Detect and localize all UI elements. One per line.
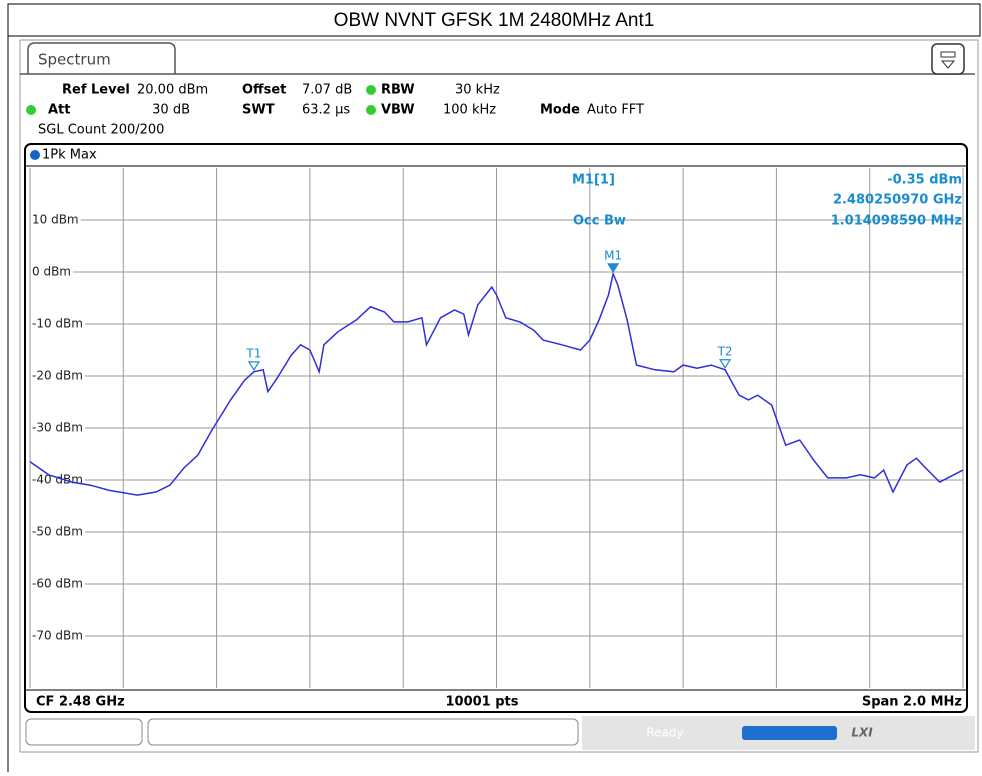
- status-dot: [366, 105, 376, 115]
- readout-level: -0.35 dBm: [887, 173, 962, 188]
- trace-label: 1Pk Max: [42, 148, 97, 163]
- y-tick-label: -50 dBm: [32, 525, 83, 539]
- marker-label: M1: [604, 248, 622, 262]
- y-tick-label: -70 dBm: [32, 629, 83, 643]
- marker: [607, 263, 620, 273]
- plot: 10 dBm 0 dBm -10 dBm -20 dBm -30 dBm -40 dBm -…: [29, 168, 964, 688]
- y-tick-label: 0 dBm: [32, 265, 71, 279]
- tab-label[interactable]: Spectrum: [38, 51, 111, 69]
- setting-value: 63.2 µs: [302, 103, 350, 118]
- y-tick-label: -40 dBm: [32, 473, 83, 487]
- marker-label: T2: [717, 344, 733, 358]
- setting-label: RBW: [381, 83, 415, 98]
- y-tick-label: -60 dBm: [32, 577, 83, 591]
- readout-occ-bw: 1.014098590 MHz: [831, 214, 962, 229]
- setting-value: 30 dB: [152, 103, 190, 118]
- setting-value: 7.07 dB: [302, 83, 352, 98]
- logo: LXI: [851, 726, 873, 740]
- status-text: Ready: [646, 726, 683, 740]
- marker-label: T1: [245, 346, 261, 360]
- sgl-count: SGL Count 200/200: [38, 123, 164, 138]
- setting-value: 30 kHz: [455, 83, 500, 98]
- setting-label: Mode: [540, 103, 580, 118]
- progress-bar: [742, 726, 837, 740]
- setting-label: Offset: [242, 83, 286, 98]
- footer-cf: CF 2.48 GHz: [36, 695, 125, 710]
- setting-value: 100 kHz: [443, 103, 496, 118]
- menu-icon[interactable]: [931, 43, 965, 75]
- footer-span: Span 2.0 MHz: [862, 695, 962, 710]
- trace: [29, 271, 964, 496]
- readout-frequency: 2.480250970 GHz: [833, 193, 962, 208]
- y-tick-label: -20 dBm: [32, 369, 83, 383]
- trace-dot: [30, 150, 40, 160]
- status-dot: [366, 85, 376, 95]
- y-tick-label: 10 dBm: [32, 213, 79, 227]
- setting-value: Auto FFT: [587, 103, 644, 118]
- setting-label: Ref Level: [62, 83, 130, 98]
- y-tick-label: -10 dBm: [32, 317, 83, 331]
- setting-label: SWT: [242, 103, 275, 118]
- setting-label: VBW: [381, 103, 415, 118]
- readout-name: M1[1]: [572, 173, 615, 188]
- status-box[interactable]: [25, 718, 143, 746]
- marker: [247, 361, 261, 371]
- page-title: OBW NVNT GFSK 1M 2480MHz Ant1: [334, 10, 655, 31]
- footer-points: 10001 pts: [445, 695, 518, 710]
- marker: [719, 359, 732, 369]
- tab[interactable]: [27, 42, 176, 74]
- status-box[interactable]: [147, 718, 579, 746]
- setting-label: Att: [48, 103, 71, 118]
- y-tick-label: -30 dBm: [32, 421, 83, 435]
- status-dot: [26, 105, 36, 115]
- readout-occ-label: Occ Bw: [573, 214, 626, 229]
- menu-glyph: [940, 51, 956, 69]
- setting-value: 20.00 dBm: [137, 83, 208, 98]
- title-box: [7, 3, 981, 37]
